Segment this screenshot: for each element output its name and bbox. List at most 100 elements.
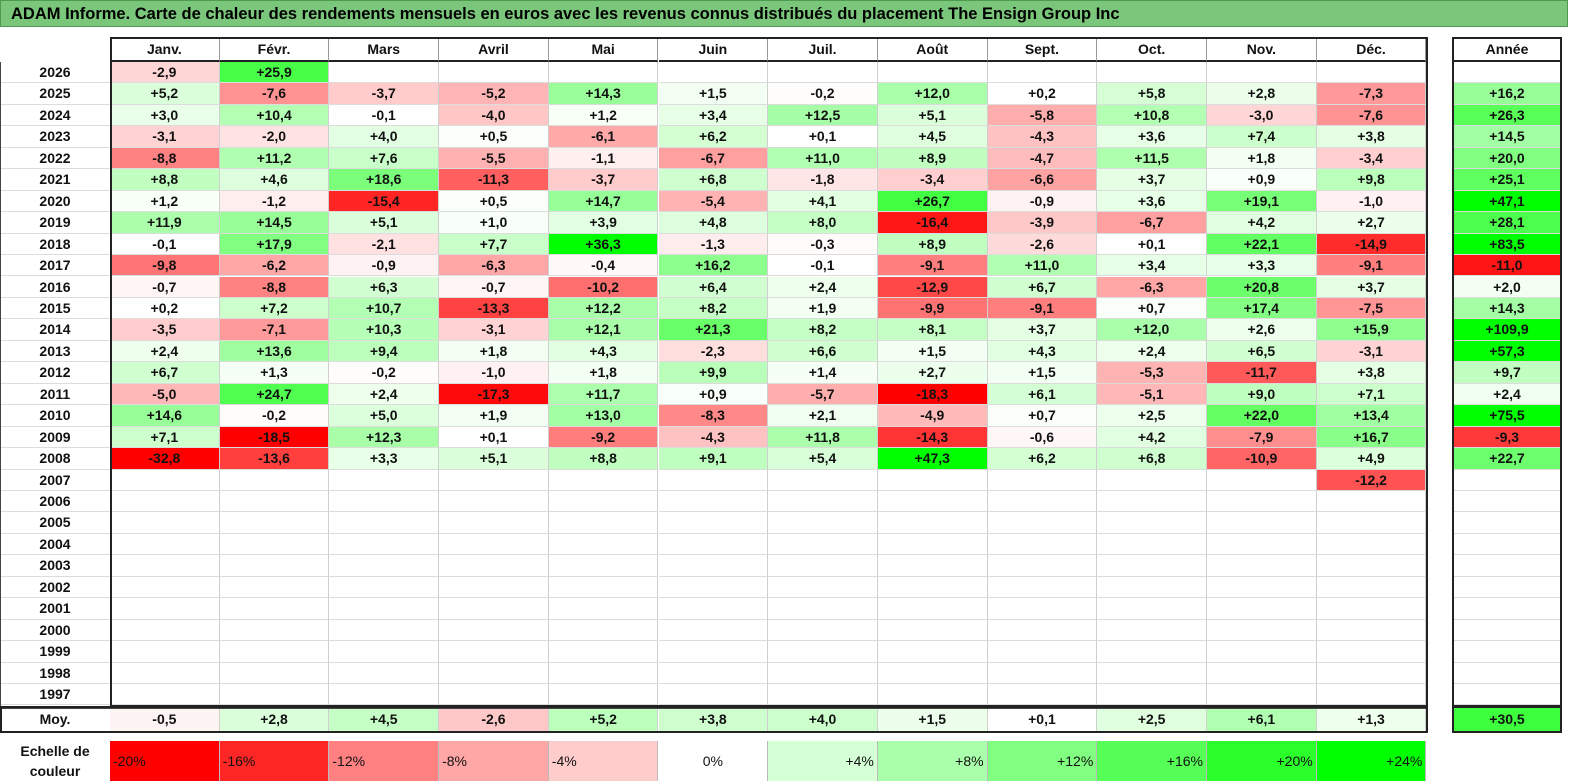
heatmap-cell: [1207, 684, 1317, 706]
heatmap-cell: -6,7: [658, 147, 769, 170]
heatmap-cell: -3,7: [548, 169, 659, 191]
heatmap-cell: +12,2: [548, 297, 659, 320]
heatmap-cell: [329, 662, 440, 685]
year-label: 2001: [0, 598, 110, 620]
heatmap-cell: [329, 641, 440, 663]
heatmap-cell: [658, 619, 769, 642]
color-scale-step: +12%: [987, 741, 1098, 781]
heatmap-cell: +5,1: [329, 212, 440, 234]
heatmap-cell: -7,5: [1316, 297, 1427, 320]
heatmap-cell: -13,6: [219, 448, 330, 470]
heatmap-cell: +14,6: [110, 405, 220, 427]
color-scale-step: +20%: [1207, 741, 1317, 781]
year-label: 2004: [0, 534, 110, 556]
heatmap-cell: -1,1: [548, 147, 659, 170]
heatmap-cell: -6,3: [1097, 276, 1207, 298]
year-label: 2012: [0, 362, 110, 384]
annual-average-cell: +30,5: [1452, 706, 1562, 733]
heatmap-cell: -9,8: [110, 255, 220, 277]
heatmap-cell: [877, 469, 988, 491]
heatmap-cell: [1316, 533, 1427, 556]
heatmap-cell: +1,8: [1207, 147, 1317, 170]
heatmap-cell: -0,1: [768, 255, 878, 277]
heatmap-cell: -11,7: [1207, 362, 1317, 384]
year-label: 2016: [0, 277, 110, 298]
heatmap-cell: [1316, 491, 1427, 513]
heatmap-cell: -5,2: [439, 83, 549, 105]
heatmap-cell: -11,3: [439, 169, 549, 191]
heatmap-cell: +3,4: [1097, 255, 1207, 277]
heatmap-cell: +3,7: [1316, 276, 1427, 298]
heatmap-cell: +5,2: [110, 83, 220, 105]
heatmap-cell: [219, 662, 330, 685]
heatmap-cell: [768, 555, 878, 577]
annual-cell: [1452, 512, 1562, 534]
heatmap-cell: +2,6: [1207, 319, 1317, 341]
heatmap-cell: +0,9: [658, 383, 769, 406]
heatmap-cell: +11,9: [110, 212, 220, 234]
heatmap-cell: +1,8: [439, 340, 549, 363]
heatmap-cell: +0,5: [439, 126, 549, 148]
heatmap-cell: -0,7: [439, 276, 549, 298]
heatmap-cell: -9,2: [548, 426, 659, 449]
heatmap-cell: [1207, 555, 1317, 577]
heatmap-cell: [329, 598, 440, 620]
heatmap-cell: +6,5: [1207, 340, 1317, 363]
heatmap-cell: +6,3: [329, 276, 440, 298]
heatmap-cell: +16,7: [1316, 426, 1427, 449]
heatmap-cell: +1,9: [768, 297, 878, 320]
annual-cell: +14,5: [1452, 126, 1562, 148]
heatmap-cell: +6,8: [1097, 448, 1207, 470]
annual-cell: [1452, 598, 1562, 620]
heatmap-cell: -1,0: [439, 362, 549, 384]
color-scale-step: +4%: [768, 741, 878, 781]
heatmap-cell: [987, 619, 1098, 642]
heatmap-cell: +25,9: [219, 62, 330, 84]
heatmap-cell: +1,9: [439, 405, 549, 427]
heatmap-cell: [658, 684, 769, 706]
heatmap-cell: -5,8: [987, 104, 1098, 127]
heatmap-cell: -0,2: [768, 83, 878, 105]
average-cell: +5,2: [548, 706, 659, 733]
heatmap-cell: +17,4: [1207, 297, 1317, 320]
heatmap-cell: [1316, 641, 1427, 663]
heatmap-cell: -0,4: [548, 255, 659, 277]
heatmap-cell: [110, 684, 220, 706]
heatmap-cell: +3,4: [658, 104, 769, 127]
month-header: Mars: [329, 37, 440, 62]
heatmap-cell: +4,3: [987, 340, 1098, 363]
heatmap-cell: [877, 555, 988, 577]
heatmap-cell: +12,0: [877, 83, 988, 105]
heatmap-cell: +3,7: [1097, 169, 1207, 191]
heatmap-cell: +22,0: [1207, 405, 1317, 427]
heatmap-cell: +21,3: [658, 319, 769, 341]
color-scale-step: -8%: [439, 741, 549, 781]
heatmap-cell: -0,3: [768, 233, 878, 256]
heatmap-cell: +9,4: [329, 340, 440, 363]
heatmap-cell: +1,3: [219, 362, 330, 384]
heatmap-cell: [548, 576, 659, 599]
heatmap-cell: [768, 662, 878, 685]
heatmap-cell: [658, 598, 769, 620]
heatmap-cell: [548, 533, 659, 556]
heatmap-cell: -0,1: [110, 233, 220, 256]
heatmap-cell: [1207, 641, 1317, 663]
heatmap-cell: [877, 684, 988, 706]
average-label: Moy.: [39, 711, 71, 727]
month-header: Mai: [548, 37, 659, 62]
heatmap-cell: +10,8: [1097, 104, 1207, 127]
annual-cell: +47,1: [1452, 190, 1562, 213]
heatmap-cell: -3,9: [987, 212, 1098, 234]
heatmap-cell: +2,4: [329, 383, 440, 406]
annual-cell: [1452, 684, 1562, 706]
year-label: 2024: [0, 105, 110, 127]
heatmap-cell: +14,5: [219, 212, 330, 234]
heatmap-cell: +8,1: [877, 319, 988, 341]
heatmap-cell: -1,8: [768, 169, 878, 191]
month-header: Nov.: [1207, 37, 1317, 62]
heatmap-cell: -18,5: [219, 426, 330, 449]
heatmap-cell: -9,9: [877, 297, 988, 320]
heatmap-cell: +4,6: [219, 169, 330, 191]
annual-cell: +25,1: [1452, 169, 1562, 191]
annual-cell: +2,0: [1452, 276, 1562, 298]
